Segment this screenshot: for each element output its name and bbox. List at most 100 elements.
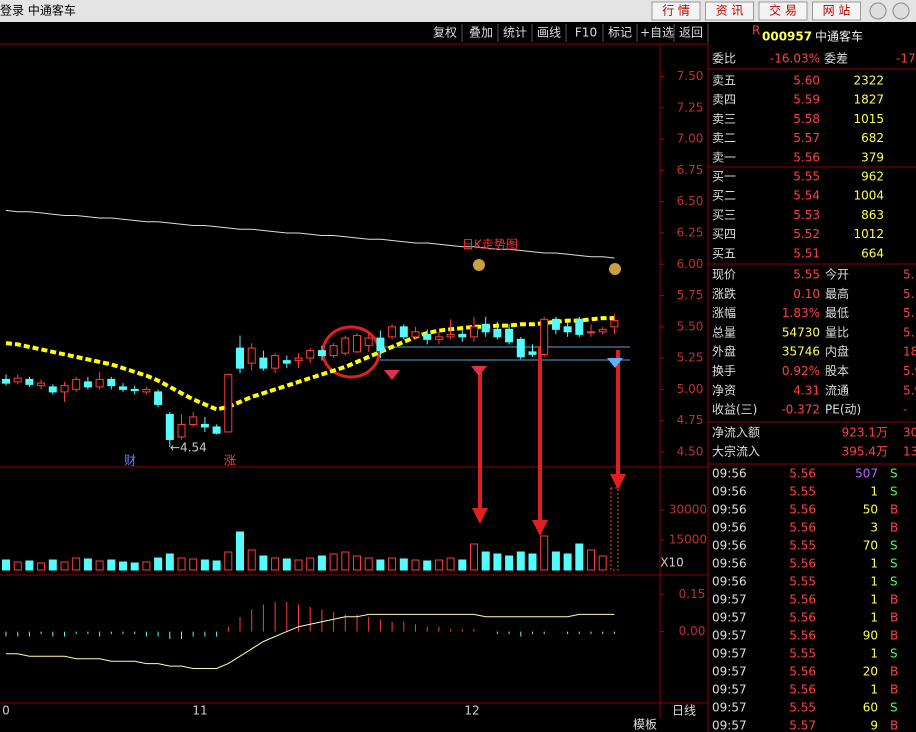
quote-cell: 1 [870,485,878,499]
nav-button[interactable] [758,1,808,21]
candle-body [95,378,104,388]
quote-cell: 5.55 [789,701,816,715]
nav-button[interactable] [651,1,701,21]
quote-cell: B [890,683,898,697]
quote-cell: - [903,403,907,417]
volume-bar [107,559,116,571]
nav-button-label[interactable]: 网 站 [823,4,851,18]
volume-bar [364,557,373,571]
volume-bar [37,562,46,571]
candle-body [306,350,315,359]
quote-cell: 买三 [712,208,736,222]
window-control[interactable] [892,2,910,20]
candle-body [119,386,127,390]
y-tick-label: 7.50 [677,69,704,83]
toolbar-button[interactable]: 标记 [608,26,632,40]
quote-cell: 涨幅 [712,305,736,320]
quote-cell: 委比 [712,52,736,66]
quote-cell: 总量 [712,325,736,339]
candle-body [423,333,432,340]
volume-bar [83,558,92,571]
quote-cell: 5. [903,268,914,282]
candle-body [37,382,46,387]
quote-cell: 5.56 [789,665,816,679]
quote-cell: S [890,557,898,571]
candle-body [13,377,22,383]
volume-bar [481,551,490,571]
candle-body [575,318,584,335]
quote-cell: 5.56 [789,467,816,481]
candle-body [434,336,443,340]
volume-bar [610,487,619,571]
quote-cell: 买四 [712,227,736,241]
volume-bar [458,559,467,571]
candle-body [610,320,619,328]
diamond-icon [471,366,487,376]
event-mark: 涨 [224,453,236,468]
volume-bar [399,558,408,571]
nav-button[interactable] [812,1,861,21]
quote-cell: 5.56 [789,629,816,643]
nav-button[interactable] [705,1,754,21]
nav-button-label[interactable]: 交 易 [769,3,797,18]
toolbar-button[interactable]: 返回 [679,26,703,40]
quote-cell: 5.54 [793,189,820,203]
quote-cell: 13 [903,445,916,459]
nav-button-label[interactable]: 资 讯 [716,4,744,18]
quote-cell: -16.03% [770,52,820,66]
toolbar-button[interactable]: +自选 [640,26,674,40]
volume-bar [130,562,139,571]
quote-cell: 5.60 [793,74,820,88]
template-label[interactable]: 模板 [633,718,657,732]
quote-cell: 1 [870,611,878,625]
volume-bar [72,557,81,571]
candle-body [493,328,502,338]
quote-cell: 5.93 [903,383,916,397]
candle-body [598,328,607,333]
quote-cell: B [890,629,898,643]
quote-cell: 5.93 [903,364,916,378]
quote-cell: 卖五 [712,74,736,88]
candle-body [107,378,116,387]
arrow-head [532,520,548,536]
quote-cell: 今开 [825,267,849,282]
quote-cell: 664 [861,246,884,260]
period-label[interactable]: 日线 [672,704,696,718]
nav-button-label[interactable]: 行 情 [662,4,690,18]
volume-bar [95,560,104,571]
candle-body [25,378,34,385]
candle-body [271,355,280,369]
arrow-shaft [478,370,482,510]
quote-cell: 1 [870,593,878,607]
quote-cell: 09:57 [712,611,747,625]
toolbar-button[interactable]: 统计 [503,26,527,40]
stock-code: 000957 [762,30,812,44]
y-tick-label: 7.25 [677,100,704,114]
volume-bar [341,551,350,571]
toolbar-button[interactable]: 画线 [537,26,561,40]
candle-body [200,423,209,428]
volume-bar [505,555,514,571]
window-control[interactable] [869,2,887,20]
candle-body [236,347,244,369]
y-tick-label: 30000 [669,503,707,517]
candle-body [2,378,10,384]
volume-bar [259,555,268,571]
quote-cell: B [890,521,898,535]
stock-name: 中通客车 [815,29,863,44]
quote-cell: 最高 [825,286,849,301]
quote-cell: 现价 [712,268,736,282]
quote-cell: 收益(三) [712,403,757,417]
quote-cell: 682 [861,131,884,145]
quote-cell: 2322 [853,74,884,88]
toolbar-button[interactable]: 复权 [433,26,457,40]
toolbar-button[interactable]: 叠加 [469,26,493,40]
quote-cell: 5.56 [789,521,816,535]
candle-body [540,318,549,355]
candle-body [165,413,174,440]
candle-body [505,328,514,343]
quote-cell: PE(动) [825,403,861,417]
toolbar-button[interactable]: F10 [575,26,597,40]
quote-cell: S [890,539,898,553]
